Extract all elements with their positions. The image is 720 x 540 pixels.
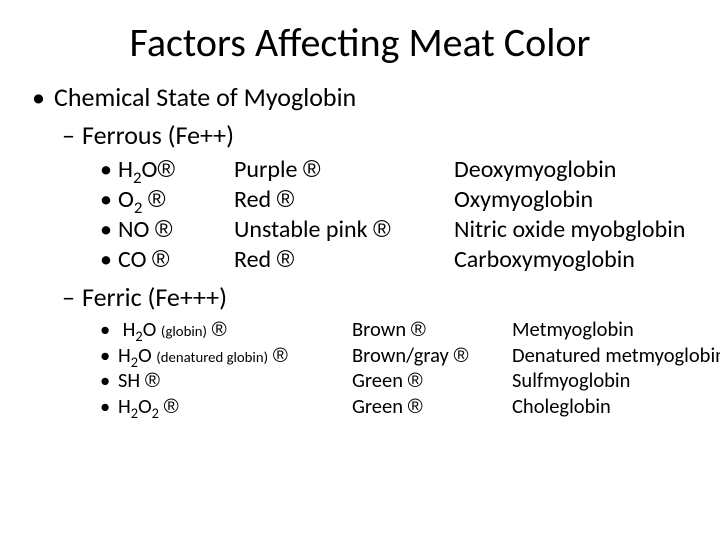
table-row: •H2O2 ® — [100, 394, 352, 420]
product-cell: Denatured metmyoglobin — [512, 343, 720, 369]
product-cell: Deoxymyoglobin — [454, 155, 692, 185]
arrow-icon: ® — [148, 186, 166, 213]
bullet-icon: • — [100, 155, 118, 185]
color-cell: Green ® — [352, 394, 512, 420]
bullet-icon: • — [100, 317, 118, 343]
table-row: •O2 ® — [100, 185, 234, 215]
color-text: Brown/gray — [352, 342, 449, 368]
product-cell: Carboxymyoglobin — [454, 245, 692, 275]
arrow-icon: ® — [408, 369, 423, 392]
arrow-icon: ® — [164, 395, 179, 418]
color-text: Green — [352, 393, 403, 419]
arrow-icon: ® — [273, 344, 288, 367]
reagent: H2O2 — [118, 393, 159, 419]
level2-ferric: –Ferric (Fe+++) — [28, 281, 692, 313]
arrow-icon: ® — [157, 156, 175, 183]
table-row: • H2O (globin) ® — [100, 317, 352, 343]
bullet-icon: • — [100, 245, 118, 275]
product-cell: Nitric oxide myobglobin — [454, 215, 692, 245]
product-cell: Metmyoglobin — [512, 317, 720, 343]
bullet-icon: • — [32, 81, 54, 113]
table-row: •H2O (denatured globin) ® — [100, 343, 352, 369]
table-row: •H2O® — [100, 155, 234, 185]
arrow-icon: ® — [277, 186, 295, 213]
color-text: Unstable pink — [234, 215, 368, 244]
ferric-table: • H2O (globin) ® Brown ® Metmyoglobin •H… — [100, 317, 692, 420]
arrow-icon: ® — [277, 246, 295, 273]
reagent: H2O (globin) — [118, 316, 207, 342]
color-text: Brown — [352, 316, 406, 342]
arrow-icon: ® — [373, 216, 391, 243]
bullet-icon: • — [100, 215, 118, 245]
reagent: CO — [118, 245, 146, 274]
color-cell: Brown ® — [352, 317, 512, 343]
arrow-icon: ® — [212, 318, 227, 341]
color-cell: Brown/gray ® — [352, 343, 512, 369]
reagent: NO — [118, 215, 149, 244]
table-row: •CO ® — [100, 245, 234, 275]
dash-icon: – — [62, 281, 82, 313]
bullet-icon: • — [100, 343, 118, 369]
color-cell: Red ® — [234, 185, 454, 215]
level1-item: •Chemical State of Myoglobin — [28, 81, 692, 113]
table-row: •SH ® — [100, 368, 352, 394]
color-text: Red — [234, 185, 271, 214]
product-cell: Oxymyoglobin — [454, 185, 692, 215]
level2-ferrous: –Ferrous (Fe++) — [28, 119, 692, 151]
color-cell: Purple ® — [234, 155, 454, 185]
color-cell: Unstable pink ® — [234, 215, 454, 245]
product-cell: Sulfmyoglobin — [512, 368, 720, 394]
ferric-heading: Ferric (Fe+++) — [82, 281, 227, 313]
color-text: Red — [234, 245, 271, 274]
arrow-icon: ® — [453, 344, 468, 367]
ferrous-table: •H2O® Purple ® Deoxymyoglobin •O2 ® Red … — [100, 155, 692, 275]
level1-text: Chemical State of Myoglobin — [54, 81, 356, 113]
arrow-icon: ® — [145, 369, 160, 392]
slide-title: Factors Affecting Meat Color — [28, 18, 692, 67]
dash-icon: – — [62, 119, 82, 151]
color-text: Green — [352, 367, 403, 393]
arrow-icon: ® — [155, 216, 173, 243]
arrow-icon: ® — [408, 395, 423, 418]
table-row: •NO ® — [100, 215, 234, 245]
arrow-icon: ® — [303, 156, 321, 183]
reagent: O2 — [118, 185, 142, 214]
reagent: SH — [118, 367, 140, 393]
product-cell: Choleglobin — [512, 394, 720, 420]
bullet-icon: • — [100, 368, 118, 394]
color-cell: Green ® — [352, 368, 512, 394]
slide: Factors Affecting Meat Color •Chemical S… — [0, 0, 720, 540]
ferrous-heading: Ferrous (Fe++) — [82, 119, 234, 151]
arrow-icon: ® — [411, 318, 426, 341]
color-text: Purple — [234, 155, 297, 184]
bullet-icon: • — [100, 394, 118, 420]
color-cell: Red ® — [234, 245, 454, 275]
reagent: H2O (denatured globin) — [118, 342, 268, 368]
bullet-icon: • — [100, 185, 118, 215]
arrow-icon: ® — [152, 246, 170, 273]
reagent: H2O — [118, 155, 157, 184]
